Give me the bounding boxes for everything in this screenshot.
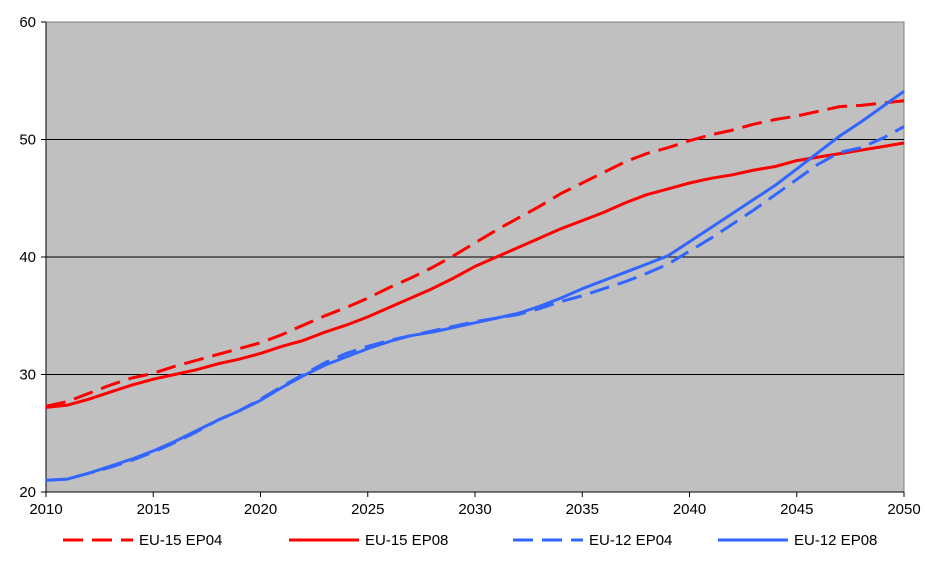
y-tick-label: 30 [19, 367, 36, 384]
x-tick-label: 2035 [566, 501, 599, 518]
x-tick-label: 2020 [244, 501, 277, 518]
legend-label: EU-12 EP08 [794, 532, 877, 549]
series-line-eu-12-ep08 [45, 90, 905, 482]
plot-area [45, 21, 905, 493]
series-layer [45, 90, 905, 482]
x-tick-label: 2025 [351, 501, 384, 518]
series-line-eu-15-ep08 [45, 141, 905, 409]
series-line-eu-15-ep04 [45, 99, 905, 408]
y-axis-ticks: 20 30 40 50 60 [19, 14, 46, 501]
x-tick-label: 2010 [29, 501, 62, 518]
x-tick-label: 2040 [673, 501, 706, 518]
x-axis-ticks: 2010 2015 2020 2025 2030 2035 2040 2045 2050 [29, 492, 921, 518]
legend-label: EU-12 EP04 [589, 532, 672, 549]
y-tick-label: 60 [19, 14, 36, 31]
y-tick-label: 50 [19, 132, 36, 149]
y-tick-label: 20 [19, 484, 36, 501]
legend-label: EU-15 EP08 [365, 532, 448, 549]
x-tick-label: 2045 [780, 501, 813, 518]
legend-label: EU-15 EP04 [139, 532, 222, 549]
x-tick-label: 2050 [887, 501, 920, 518]
x-tick-label: 2030 [458, 501, 491, 518]
y-tick-label: 40 [19, 249, 36, 266]
legend: EU-15 EP04 EU-15 EP08 EU-12 EP04 EU-12 EP08 [63, 532, 877, 549]
x-tick-label: 2015 [137, 501, 170, 518]
